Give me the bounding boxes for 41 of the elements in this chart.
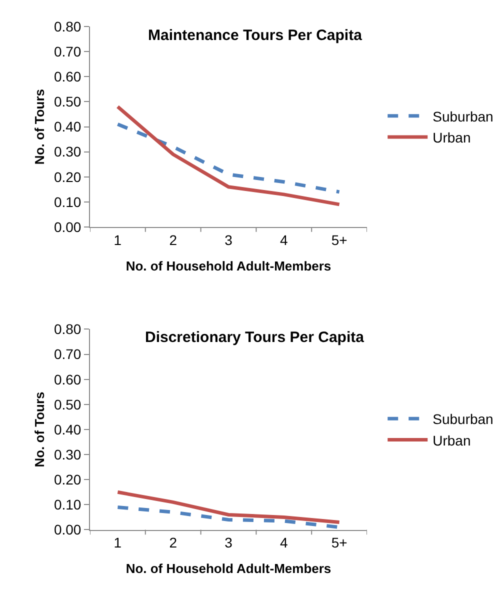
y-tick-label: 0.50: [54, 94, 82, 110]
y-tick-label: 0.60: [54, 68, 82, 85]
x-axis-title: No. of Household Adult-Members: [126, 258, 332, 274]
y-tick-label: 0.40: [54, 118, 82, 135]
line-series: [116, 490, 342, 524]
x-axis-title: No. of Household Adult-Members: [126, 561, 332, 576]
y-tick-label: 0.20: [54, 472, 82, 488]
y-tick-label: 0.30: [54, 144, 82, 160]
y-tick-label: 0.30: [54, 446, 82, 462]
x-tick-label: 5+: [331, 534, 348, 551]
y-tick-label: 0.80: [54, 18, 82, 34]
x-tick-label: 1: [114, 534, 122, 551]
x-tick-label: 3: [224, 534, 233, 551]
y-tick-label: 0.00: [54, 522, 82, 538]
y-tick-label: 0.40: [54, 421, 82, 438]
line-series: [116, 122, 342, 194]
y-tick-label: 0.70: [54, 43, 82, 60]
x-tick-label: 4: [280, 534, 288, 551]
y-tick-label: 0.10: [54, 194, 82, 210]
y-axis-title: No. of Tours: [32, 88, 47, 165]
y-tick-label: 0.80: [54, 321, 82, 338]
legend-label: Suburban: [432, 411, 494, 428]
x-tick-label: 3: [224, 232, 233, 248]
y-tick-label: 0.60: [54, 371, 82, 388]
y-tick-label: 0.10: [54, 496, 82, 513]
chart-title: Maintenance Tours Per Capita: [148, 27, 363, 44]
legend-label: Suburban: [432, 108, 494, 124]
x-tick-label: 1: [114, 232, 122, 248]
y-tick-label: 0.50: [54, 396, 82, 412]
chart-title: Discretionary Tours Per Capita: [145, 329, 365, 346]
x-tick-label: 2: [169, 534, 178, 551]
y-tick-label: 0.20: [54, 168, 82, 185]
x-tick-label: 4: [280, 232, 288, 248]
x-tick-label: 2: [169, 232, 178, 248]
y-tick-label: 0.00: [54, 218, 82, 235]
x-tick-label: 5+: [331, 232, 348, 248]
legend-label: Urban: [432, 432, 471, 448]
y-tick-label: 0.70: [54, 346, 82, 362]
y-axis-title: No. of Tours: [32, 392, 47, 468]
line-series: [116, 104, 342, 206]
legend-label: Urban: [432, 130, 471, 146]
